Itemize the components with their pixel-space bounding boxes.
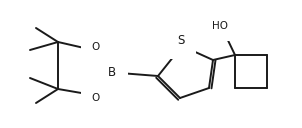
Text: HO: HO bbox=[212, 21, 228, 31]
Text: O: O bbox=[92, 93, 100, 103]
Text: S: S bbox=[177, 35, 185, 47]
Text: O: O bbox=[92, 42, 100, 52]
Text: B: B bbox=[108, 67, 116, 79]
